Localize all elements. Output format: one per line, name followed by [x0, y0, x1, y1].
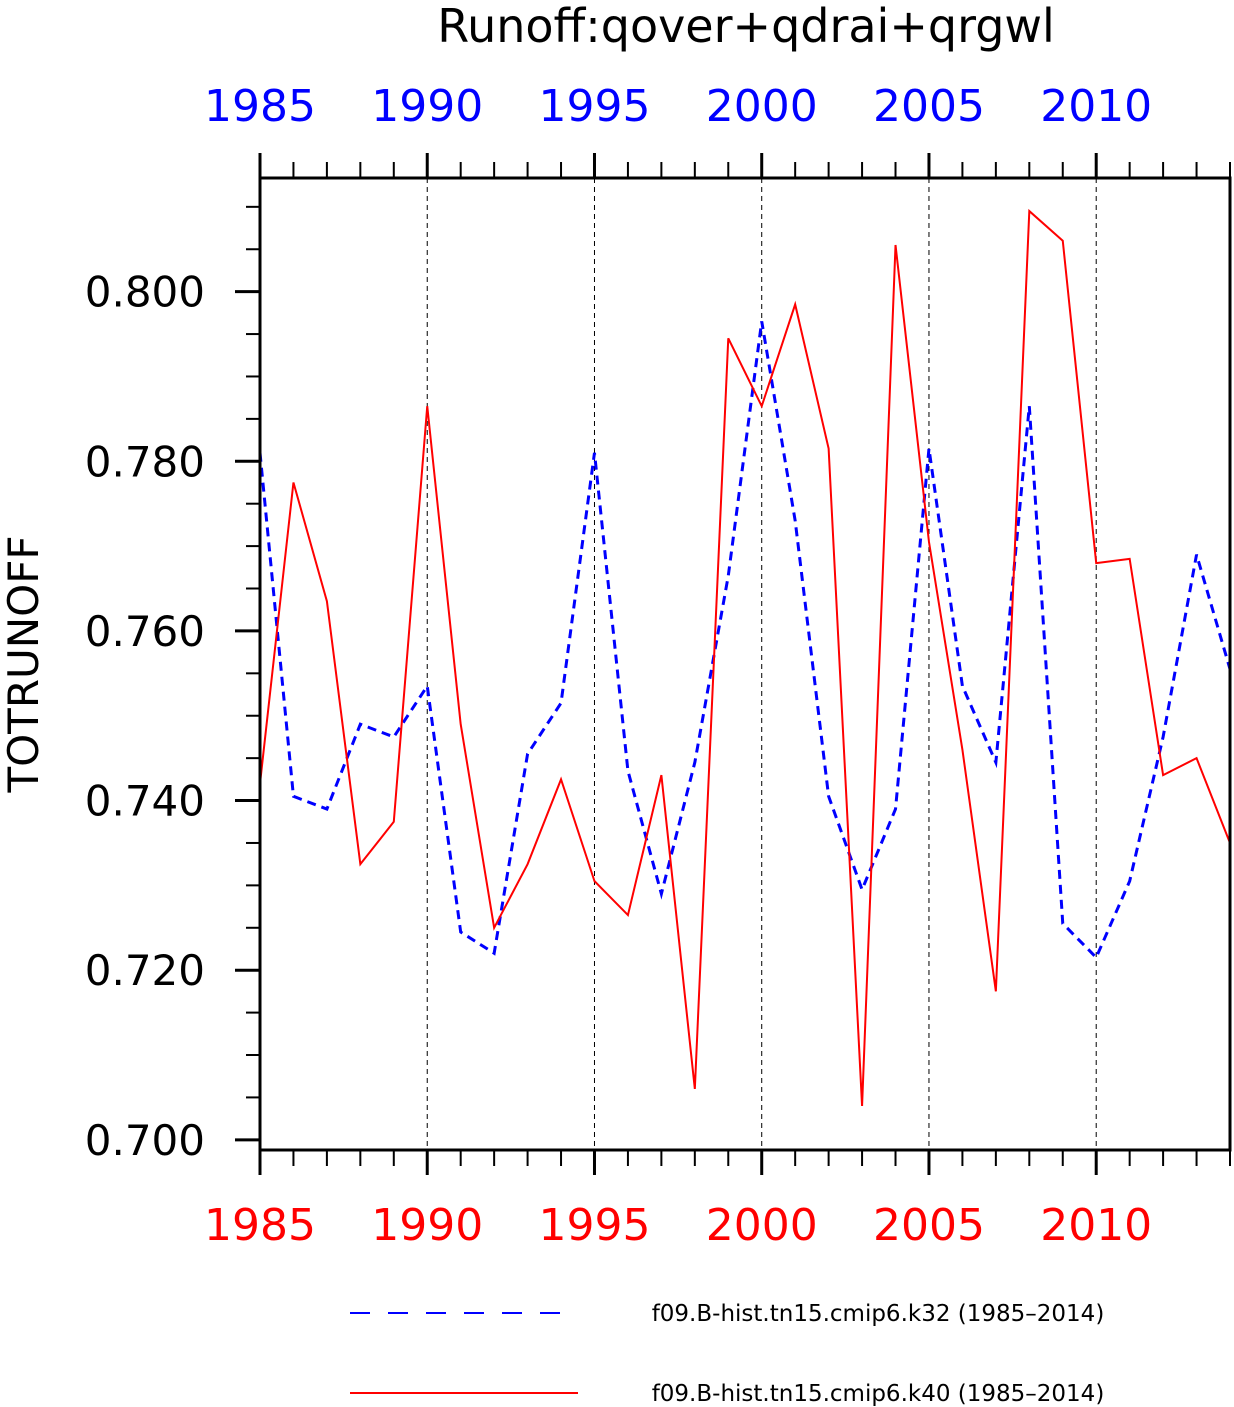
top-x-tick-label: 1995: [538, 81, 650, 132]
bottom-x-tick-label: 1995: [538, 1200, 650, 1251]
top-x-tick-label: 1990: [371, 81, 483, 132]
y-tick-label: 0.760: [85, 607, 205, 656]
top-x-tick-label: 2000: [706, 81, 818, 132]
top-axis-tick-labels: 1985 1990 1995 2000 2005 2010: [204, 81, 1152, 132]
chart-title: Runoff:qover+qdrai+qrgwl: [437, 0, 1055, 53]
y-tick-label: 0.700: [85, 1116, 205, 1165]
legend-label: f09.B-hist.tn15.cmip6.k32 (1985–2014): [652, 1301, 1105, 1327]
bottom-axis-tick-labels: 1985 1990 1995 2000 2005 2010: [204, 1200, 1152, 1251]
bottom-x-tick-label: 2010: [1040, 1200, 1152, 1251]
series-lines: [258, 208, 1232, 1106]
series-line-k32: [258, 321, 1232, 961]
y-axis-label: TOTRUNOFF: [0, 535, 48, 793]
series-line-k40: [259, 208, 1231, 1106]
bottom-x-tick-label: 1990: [371, 1200, 483, 1251]
legend: f09.B-hist.tn15.cmip6.k32 (1985–2014) f09…: [350, 1301, 1104, 1407]
y-tick-label: 0.720: [85, 946, 205, 995]
y-tick-label: 0.740: [85, 777, 205, 826]
y-tick-label: 0.800: [85, 268, 205, 317]
bottom-x-tick-label: 2000: [706, 1200, 818, 1251]
top-x-tick-label: 2005: [873, 81, 985, 132]
bottom-x-tick-label: 2005: [873, 1200, 985, 1251]
legend-label: f09.B-hist.tn15.cmip6.k40 (1985–2014): [652, 1381, 1105, 1407]
top-x-tick-label: 1985: [204, 81, 316, 132]
grid-lines: [426, 178, 1097, 1150]
bottom-x-tick-label: 1985: [204, 1200, 316, 1251]
top-x-tick-label: 2010: [1040, 81, 1152, 132]
y-axis-tick-labels: 0.700 0.720 0.740 0.760 0.780 0.800: [85, 268, 205, 1165]
axis-ticks: [235, 153, 1231, 1175]
plot-frame: [258, 176, 1232, 1152]
y-tick-label: 0.780: [85, 437, 205, 486]
